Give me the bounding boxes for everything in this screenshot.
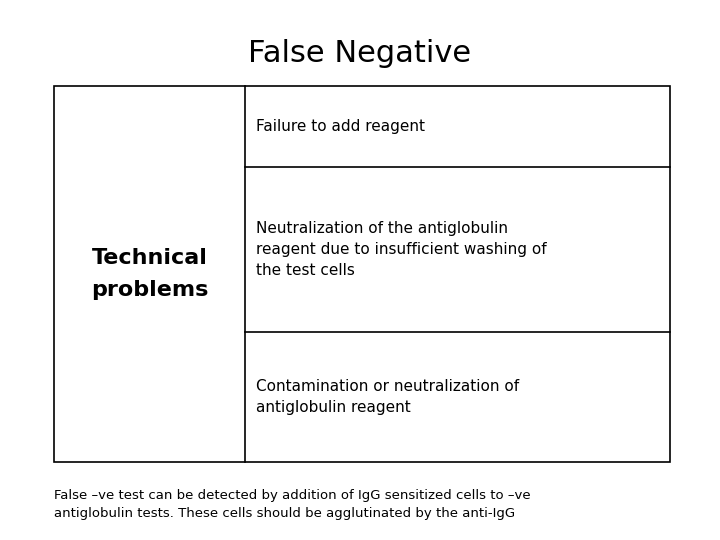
Text: Technical
problems: Technical problems bbox=[91, 248, 208, 300]
Bar bbox=[54, 86, 670, 462]
Text: Contamination or neutralization of
antiglobulin reagent: Contamination or neutralization of antig… bbox=[256, 379, 519, 415]
Text: Failure to add reagent: Failure to add reagent bbox=[256, 119, 425, 134]
Text: False –ve test can be detected by addition of IgG sensitized cells to –ve
antigl: False –ve test can be detected by additi… bbox=[54, 489, 531, 521]
Text: False Negative: False Negative bbox=[248, 39, 472, 69]
Text: Neutralization of the antiglobulin
reagent due to insufficient washing of
the te: Neutralization of the antiglobulin reage… bbox=[256, 221, 546, 278]
